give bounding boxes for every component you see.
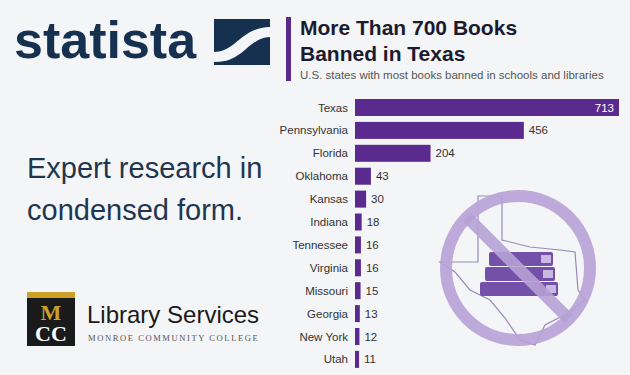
bar [355,351,359,368]
college-name: MONROE COMMUNITY COLLEGE [88,333,259,343]
library-name: Library Services [87,301,259,329]
category-label: Tennessee [292,239,348,251]
bar [355,99,619,116]
category-label: Utah [324,353,348,365]
data-label: 16 [366,262,379,274]
ban-icon [440,196,590,345]
mcc-logo-band [27,292,75,298]
mcc-logo-box [27,292,75,346]
tagline: Expert research in [27,150,262,186]
bar [355,259,361,276]
bar [355,214,362,231]
data-label: 16 [366,239,379,251]
mcc-logo-text: MCC [35,300,67,346]
category-label: Georgia [307,308,349,320]
statista-wordmark: statista [14,10,196,70]
category-label: New York [299,331,348,343]
category-label: Kansas [310,193,349,205]
bar [355,168,371,185]
data-label: 713 [595,102,614,114]
mcc-logo-line: CC [35,321,67,346]
bar [355,236,361,253]
ban-circle [446,196,590,340]
bar [355,122,524,139]
tagline: condensed form. [27,192,243,228]
data-label: 15 [366,285,379,297]
mcc-logo: MCC [27,292,75,346]
data-label: 456 [529,124,548,136]
bars [355,99,619,368]
book-pages [541,255,551,263]
category-label: Indiana [310,216,348,228]
labels: Texas 713 Pennsylvania 456 Florida 204 Oklahom… [280,102,614,366]
data-label: 204 [436,147,456,159]
stage: Texas 713 Pennsylvania 456 Florida 204 Oklahom… [0,0,630,375]
statista-mark-wave [214,27,270,62]
category-label: Pennsylvania [280,124,349,136]
category-label: Texas [318,102,348,114]
title-accent [286,17,291,81]
category-label: Virginia [310,262,349,274]
data-label: 13 [365,308,378,320]
bar [355,191,366,208]
data-label: 11 [364,353,376,365]
bar [355,282,361,299]
category-label: Florida [313,147,349,159]
book-pages [543,270,553,278]
statista-mark-box [214,19,270,65]
data-label: 30 [371,193,384,205]
subtitle: U.S. states with most books banned in sc… [300,69,630,81]
bar [355,145,431,162]
bar [355,305,360,322]
data-label: 12 [364,331,377,343]
ban-slash [467,217,569,319]
title: More Than 700 Books Banned in Texas [300,15,550,67]
category-label: Missouri [305,285,348,297]
data-label: 43 [376,170,389,182]
data-label: 18 [367,216,380,228]
bar [355,328,359,345]
statista-mark [214,19,270,65]
category-label: Oklahoma [296,170,349,182]
